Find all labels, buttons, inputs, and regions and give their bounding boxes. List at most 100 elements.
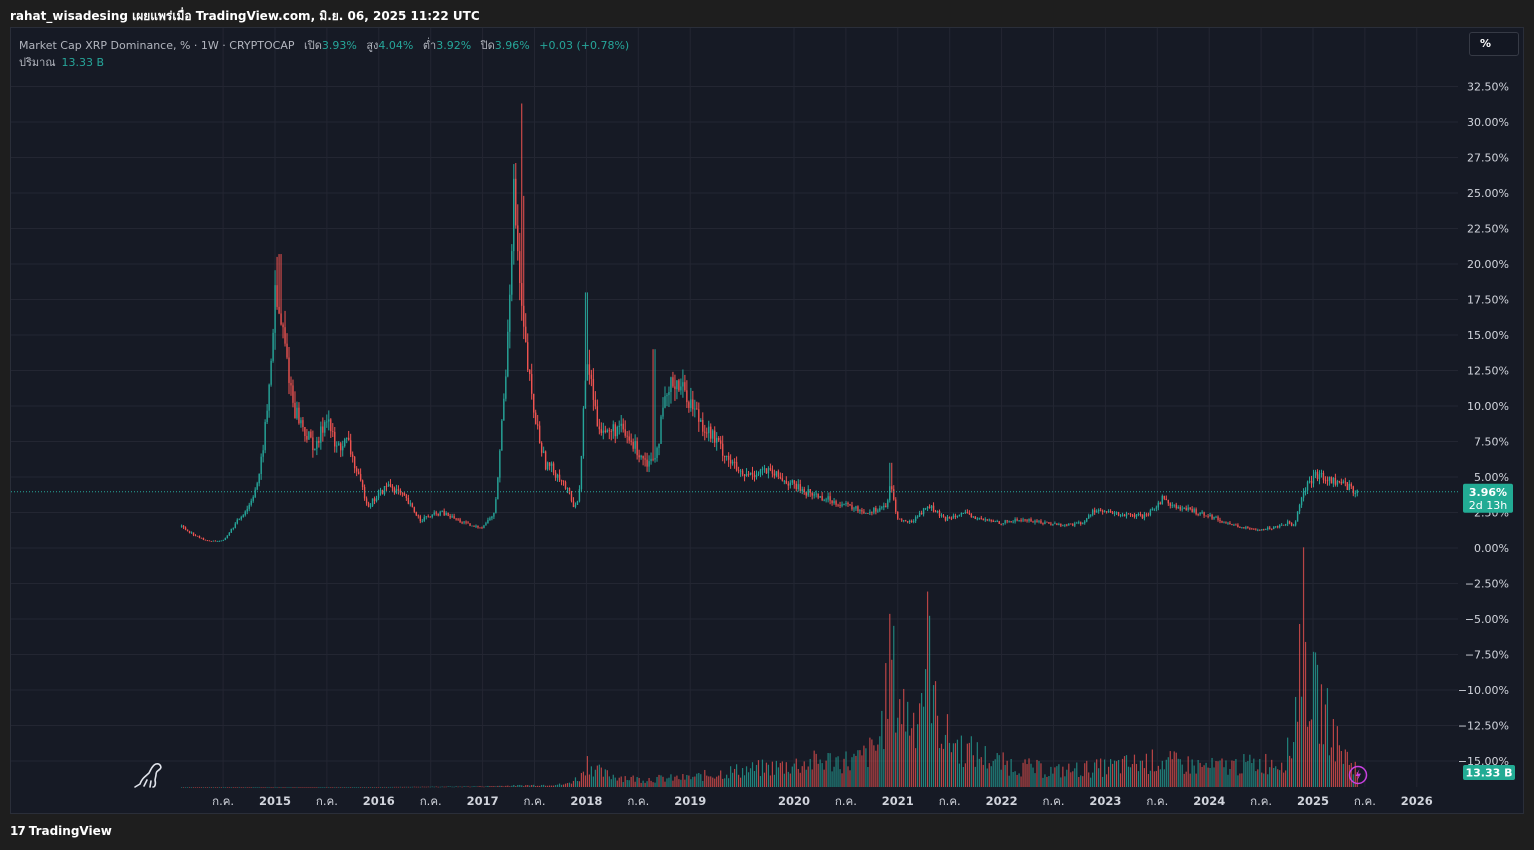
volume-bar: [1332, 719, 1334, 787]
x-axis-tick-label: ก.ค.: [1043, 794, 1065, 808]
candle: [912, 521, 915, 522]
candle: [1328, 476, 1331, 481]
candle: [1251, 528, 1253, 530]
candle: [441, 510, 443, 512]
volume-bar: [1155, 770, 1157, 787]
price-chart[interactable]: 32.50% 30.00% 27.50% 25.00% 22.50% 20.00% 17.5…: [11, 28, 1524, 814]
candle: [1171, 504, 1173, 506]
candle: [640, 455, 642, 458]
candle: [893, 489, 895, 500]
volume-bar: [564, 783, 567, 787]
candle: [1269, 527, 1271, 529]
candle: [242, 515, 244, 518]
candle: [839, 505, 841, 506]
candle: [1028, 519, 1030, 521]
volume-bar: [507, 785, 509, 787]
candle: [1324, 479, 1327, 481]
volume-bar: [785, 762, 787, 787]
percent-scale-button[interactable]: %: [1469, 32, 1519, 56]
volume-bar: [956, 739, 959, 787]
candle: [453, 516, 455, 519]
volume-bar: [360, 787, 362, 788]
volume-bar: [1111, 763, 1114, 787]
volume-bar: [889, 613, 891, 787]
volume-bar: [829, 753, 831, 787]
low-label: ต่ำ: [422, 39, 437, 52]
candle: [439, 511, 441, 516]
candle: [1010, 521, 1012, 522]
volume-bar: [1129, 767, 1132, 787]
volume-bar: [765, 762, 768, 787]
volume-bar: [1108, 766, 1110, 787]
volume-bar: [861, 755, 863, 787]
candle: [1181, 508, 1183, 510]
candle: [1235, 524, 1237, 526]
candle: [1278, 525, 1281, 528]
volume-bar: [1000, 769, 1002, 787]
candle: [431, 514, 433, 517]
candle: [1201, 512, 1203, 514]
symbol-title[interactable]: Market Cap XRP Dominance, % · 1W · CRYPT…: [19, 39, 295, 52]
candle: [1002, 523, 1004, 524]
volume-bar: [777, 767, 779, 787]
candle: [1000, 523, 1002, 525]
volume-bar: [1072, 771, 1074, 787]
candle: [964, 512, 967, 513]
volume-bar: [831, 771, 833, 787]
volume-bar: [413, 786, 415, 788]
candle: [763, 468, 766, 470]
candle: [833, 501, 835, 504]
volume-bar: [743, 775, 746, 787]
candle: [1286, 521, 1289, 525]
volume-bar: [216, 787, 218, 788]
candle: [692, 399, 694, 410]
candle: [807, 489, 809, 496]
candle: [1097, 509, 1100, 512]
volume-bar: [853, 753, 855, 787]
candle: [994, 521, 996, 523]
volume-bar: [670, 774, 672, 787]
candle: [797, 484, 799, 490]
dinosaur-icon[interactable]: [134, 763, 162, 788]
candle: [1205, 515, 1207, 517]
volume-bar: [584, 775, 587, 787]
volume-bar: [994, 759, 996, 787]
candle: [1219, 519, 1221, 522]
candle: [721, 443, 724, 456]
volume-bar: [543, 784, 545, 787]
volume-bar: [198, 787, 201, 788]
candle: [1316, 471, 1319, 479]
volume-bar: [1213, 767, 1215, 787]
candle: [857, 506, 859, 512]
volume-bar: [272, 787, 274, 788]
lightning-icon[interactable]: [1348, 765, 1368, 785]
volume-bar: [652, 782, 654, 787]
volume-badge-value: 13.33 B: [1465, 767, 1512, 780]
volume-bar: [1084, 763, 1086, 787]
volume-bar: [962, 766, 964, 787]
volume-bar: [612, 774, 614, 787]
volume-bar: [415, 786, 417, 788]
candle: [415, 511, 418, 516]
volume-bar: [465, 786, 467, 788]
volume-bar: [1185, 771, 1187, 787]
candle: [940, 515, 943, 517]
candle: [1344, 481, 1347, 483]
candle: [397, 489, 400, 491]
candle: [956, 515, 959, 517]
candle: [596, 406, 599, 427]
candle: [821, 496, 823, 501]
chart-pane[interactable]: 32.50% 30.00% 27.50% 25.00% 22.50% 20.00% 17.5…: [10, 27, 1524, 814]
volume-bar: [628, 780, 630, 787]
candle: [895, 499, 897, 512]
candle: [588, 364, 591, 375]
candle: [1320, 472, 1323, 475]
volume-bar: [646, 781, 648, 787]
last-price-value: 3.96%: [1469, 486, 1507, 499]
volume-bar: [1193, 765, 1195, 787]
candle: [630, 440, 632, 442]
candle: [240, 517, 242, 520]
candle: [672, 377, 674, 387]
candle: [980, 517, 982, 519]
volume-bar: [497, 785, 499, 787]
